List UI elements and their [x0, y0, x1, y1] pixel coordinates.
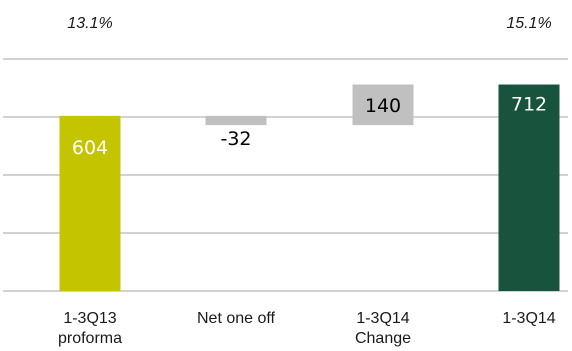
annotations: 13.1% 15.1%	[67, 15, 551, 32]
bar-delta	[352, 84, 414, 126]
category-label: 1-3Q14	[502, 310, 555, 327]
bar-total	[498, 84, 560, 292]
bar-total	[59, 115, 121, 291]
data-label: 140	[365, 95, 401, 117]
data-label: -32	[220, 128, 251, 150]
category-label: 1-3Q13	[63, 310, 116, 327]
margin-annotation: 13.1%	[67, 15, 112, 32]
category-label: Change	[355, 330, 411, 347]
data-label: 712	[511, 94, 547, 116]
category-label: Net one off	[197, 310, 276, 327]
data-label: 604	[72, 137, 108, 159]
category-label: proforma	[58, 330, 122, 347]
bar-delta	[205, 115, 267, 126]
value-labels: 604 -32 140 712	[72, 94, 547, 159]
bars	[59, 84, 560, 292]
category-labels: 1-3Q13 proforma Net one off 1-3Q14 Change 1-3…	[58, 310, 556, 347]
category-label: 1-3Q14	[356, 310, 409, 327]
margin-annotation: 15.1%	[506, 15, 551, 32]
